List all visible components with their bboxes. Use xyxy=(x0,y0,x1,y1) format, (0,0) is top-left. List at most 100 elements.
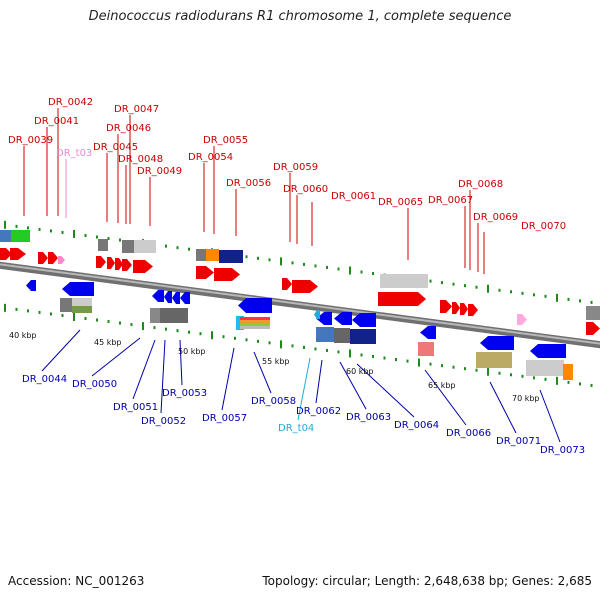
reverse-gene-arrow xyxy=(26,280,36,291)
leader-line xyxy=(253,351,272,394)
label-leader-lines xyxy=(23,108,561,443)
tick-mark xyxy=(96,235,98,239)
gene-label-dr-0053: DR_0053 xyxy=(162,388,207,399)
gene-box xyxy=(196,249,206,261)
tick-mark xyxy=(590,300,593,304)
reverse-gene-arrow xyxy=(152,290,164,302)
gene-label-dr-0060: DR_0060 xyxy=(283,184,328,195)
gene-label-dr-0063: DR_0063 xyxy=(346,412,391,423)
tick-mark xyxy=(73,229,75,238)
tick-mark xyxy=(280,340,282,349)
tick-mark xyxy=(119,321,121,325)
reverse-gene-arrow xyxy=(180,292,190,304)
tick-mark xyxy=(27,226,29,230)
gene-box xyxy=(563,364,573,380)
tick-mark xyxy=(360,353,363,357)
tick-mark xyxy=(176,246,179,250)
tick-mark xyxy=(107,320,110,324)
tick-mark xyxy=(291,344,294,348)
tick-mark xyxy=(464,284,466,288)
gene-label-dr-0061: DR_0061 xyxy=(331,191,376,202)
forward-gene-arrow xyxy=(460,303,468,315)
scale-labels: 40 kbp 45 kbp 50 kbp 55 kbp 60 kbp 65 kbp 70 k… xyxy=(9,331,540,403)
tick-mark xyxy=(441,281,443,285)
tick-mark xyxy=(326,265,328,269)
tick-mark xyxy=(567,297,570,301)
tick-mark xyxy=(142,322,144,331)
scale-label: 65 kbp xyxy=(428,381,456,390)
backbone-highlight xyxy=(0,263,600,345)
forward-gene-arrow xyxy=(292,280,318,293)
tick-mark xyxy=(96,318,98,322)
gene-label-dr-0039: DR_0039 xyxy=(8,135,53,146)
gene-box xyxy=(72,306,92,313)
tick-mark xyxy=(337,350,340,354)
tick-mark xyxy=(61,230,64,234)
gene-label-dr-t03: DR_t03 xyxy=(56,148,92,159)
tick-mark xyxy=(27,309,29,313)
reverse-gene-arrow xyxy=(334,312,352,325)
tick-mark xyxy=(165,244,167,248)
leader-line xyxy=(315,359,323,404)
leader-line xyxy=(356,363,415,418)
gene-box xyxy=(122,240,134,253)
tick-mark xyxy=(153,326,156,330)
forward-gene-arrow xyxy=(196,266,214,279)
scale-label: 50 kbp xyxy=(178,347,206,356)
tick-mark xyxy=(360,270,363,274)
gene-box xyxy=(60,298,72,312)
scale-label: 40 kbp xyxy=(9,331,37,340)
forward-gene-arrow xyxy=(214,268,240,281)
gene-label-dr-0056: DR_0056 xyxy=(226,178,271,189)
gene-label-dr-0057: DR_0057 xyxy=(202,413,247,424)
gene-label-dr-0064: DR_0064 xyxy=(394,420,439,431)
tick-mark xyxy=(314,264,317,268)
tick-mark xyxy=(15,224,18,228)
forward-gene-arrow xyxy=(38,252,48,264)
tick-mark xyxy=(337,267,340,271)
tick-mark xyxy=(510,290,512,294)
reverse-gene-arrow xyxy=(164,291,172,303)
leader-line xyxy=(91,337,141,377)
tick-mark xyxy=(257,256,259,260)
topology-summary: Topology: circular; Length: 2,648,638 bp… xyxy=(262,574,592,588)
gene-label-dr-0066: DR_0066 xyxy=(446,428,491,439)
tick-mark xyxy=(395,358,397,362)
trna-forward-arrow xyxy=(58,256,65,264)
reverse-gene-arrow xyxy=(238,298,272,313)
gene-label-dr-0042: DR_0042 xyxy=(48,97,93,108)
forward-gene-arrow xyxy=(10,248,26,260)
leader-line xyxy=(339,361,367,410)
tick-mark xyxy=(429,362,432,366)
gene-box xyxy=(586,306,600,320)
gene-label-dr-0049: DR_0049 xyxy=(137,166,182,177)
leader-line xyxy=(179,339,183,386)
tick-mark xyxy=(130,323,133,327)
gene-box xyxy=(206,249,219,261)
tick-mark xyxy=(429,279,432,283)
tick-mark xyxy=(441,364,443,368)
gene-label-dr-0068: DR_0068 xyxy=(458,179,503,190)
scale-label: 45 kbp xyxy=(94,338,122,347)
leader-line xyxy=(160,339,166,414)
gene-label-dr-0058: DR_0058 xyxy=(251,396,296,407)
tick-mark xyxy=(567,380,570,384)
reverse-gene-arrow xyxy=(530,344,566,358)
gene-label-dr-0047: DR_0047 xyxy=(114,104,159,115)
forward-gene-arrow xyxy=(586,322,600,335)
forward-gene-arrow xyxy=(0,248,12,260)
tick-mark xyxy=(222,335,225,339)
gene-label-dr-0048: DR_0048 xyxy=(118,154,163,165)
gene-label-dr-0052: DR_0052 xyxy=(141,416,186,427)
tick-mark xyxy=(50,229,52,233)
tick-mark xyxy=(372,272,374,276)
tick-mark xyxy=(61,313,64,317)
gene-box xyxy=(72,298,92,306)
gene-box xyxy=(0,230,11,242)
tick-mark xyxy=(84,233,87,237)
tick-mark xyxy=(107,237,110,241)
tick-mark xyxy=(268,341,271,345)
gene-label-dr-0051: DR_0051 xyxy=(113,402,158,413)
forward-gene-arrow xyxy=(48,252,58,264)
